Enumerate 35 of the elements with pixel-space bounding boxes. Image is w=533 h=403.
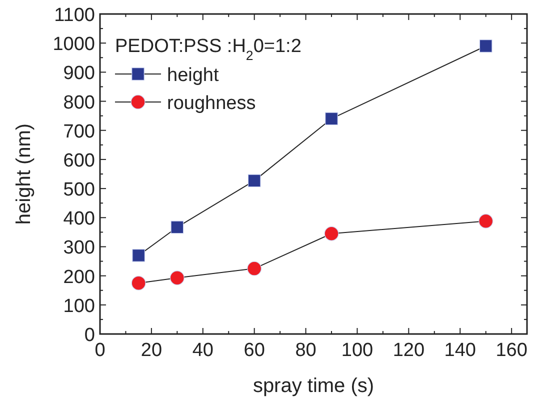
x-tick-label: 20 <box>140 340 162 361</box>
point <box>248 174 261 188</box>
y-tick-label: 1000 <box>52 34 95 56</box>
y-axis-title: height (nm) <box>13 123 35 225</box>
x-axis-title: spray time (s) <box>252 375 374 397</box>
x-tick-label: 140 <box>444 340 476 361</box>
x-tick-label: 80 <box>295 340 316 361</box>
point <box>478 214 494 228</box>
x-tick-label: 120 <box>392 340 425 361</box>
y-tick-label: 900 <box>63 63 95 84</box>
y-tick-label: 400 <box>63 208 95 230</box>
x-tick-label: 160 <box>496 340 528 361</box>
y-tick-label: 700 <box>63 121 95 142</box>
x-tick-label: 100 <box>341 340 374 361</box>
y-tick-label: 200 <box>63 266 95 288</box>
y-tick-label: 1100 <box>54 5 95 26</box>
y-tick-label: 600 <box>63 150 95 172</box>
point <box>131 276 146 290</box>
y-tick-label: 500 <box>63 180 95 201</box>
point <box>325 112 338 126</box>
y-tick-label: 800 <box>63 92 95 114</box>
point <box>170 220 184 234</box>
point <box>479 40 492 52</box>
legend-label: roughness <box>167 93 256 114</box>
y-tick-label: 0 <box>84 325 95 346</box>
point <box>132 249 146 262</box>
y-tick-label: 300 <box>63 238 95 259</box>
legend-label: height <box>167 65 220 86</box>
point <box>324 226 339 241</box>
y-tick-label: 100 <box>63 296 95 317</box>
point <box>170 270 184 286</box>
point <box>247 261 262 276</box>
x-tick-label: 40 <box>192 340 214 361</box>
legend-title: PEDOT:PSS :H$_{2}$0=1:2 <box>115 36 302 62</box>
x-tick-label: 60 <box>244 340 265 361</box>
